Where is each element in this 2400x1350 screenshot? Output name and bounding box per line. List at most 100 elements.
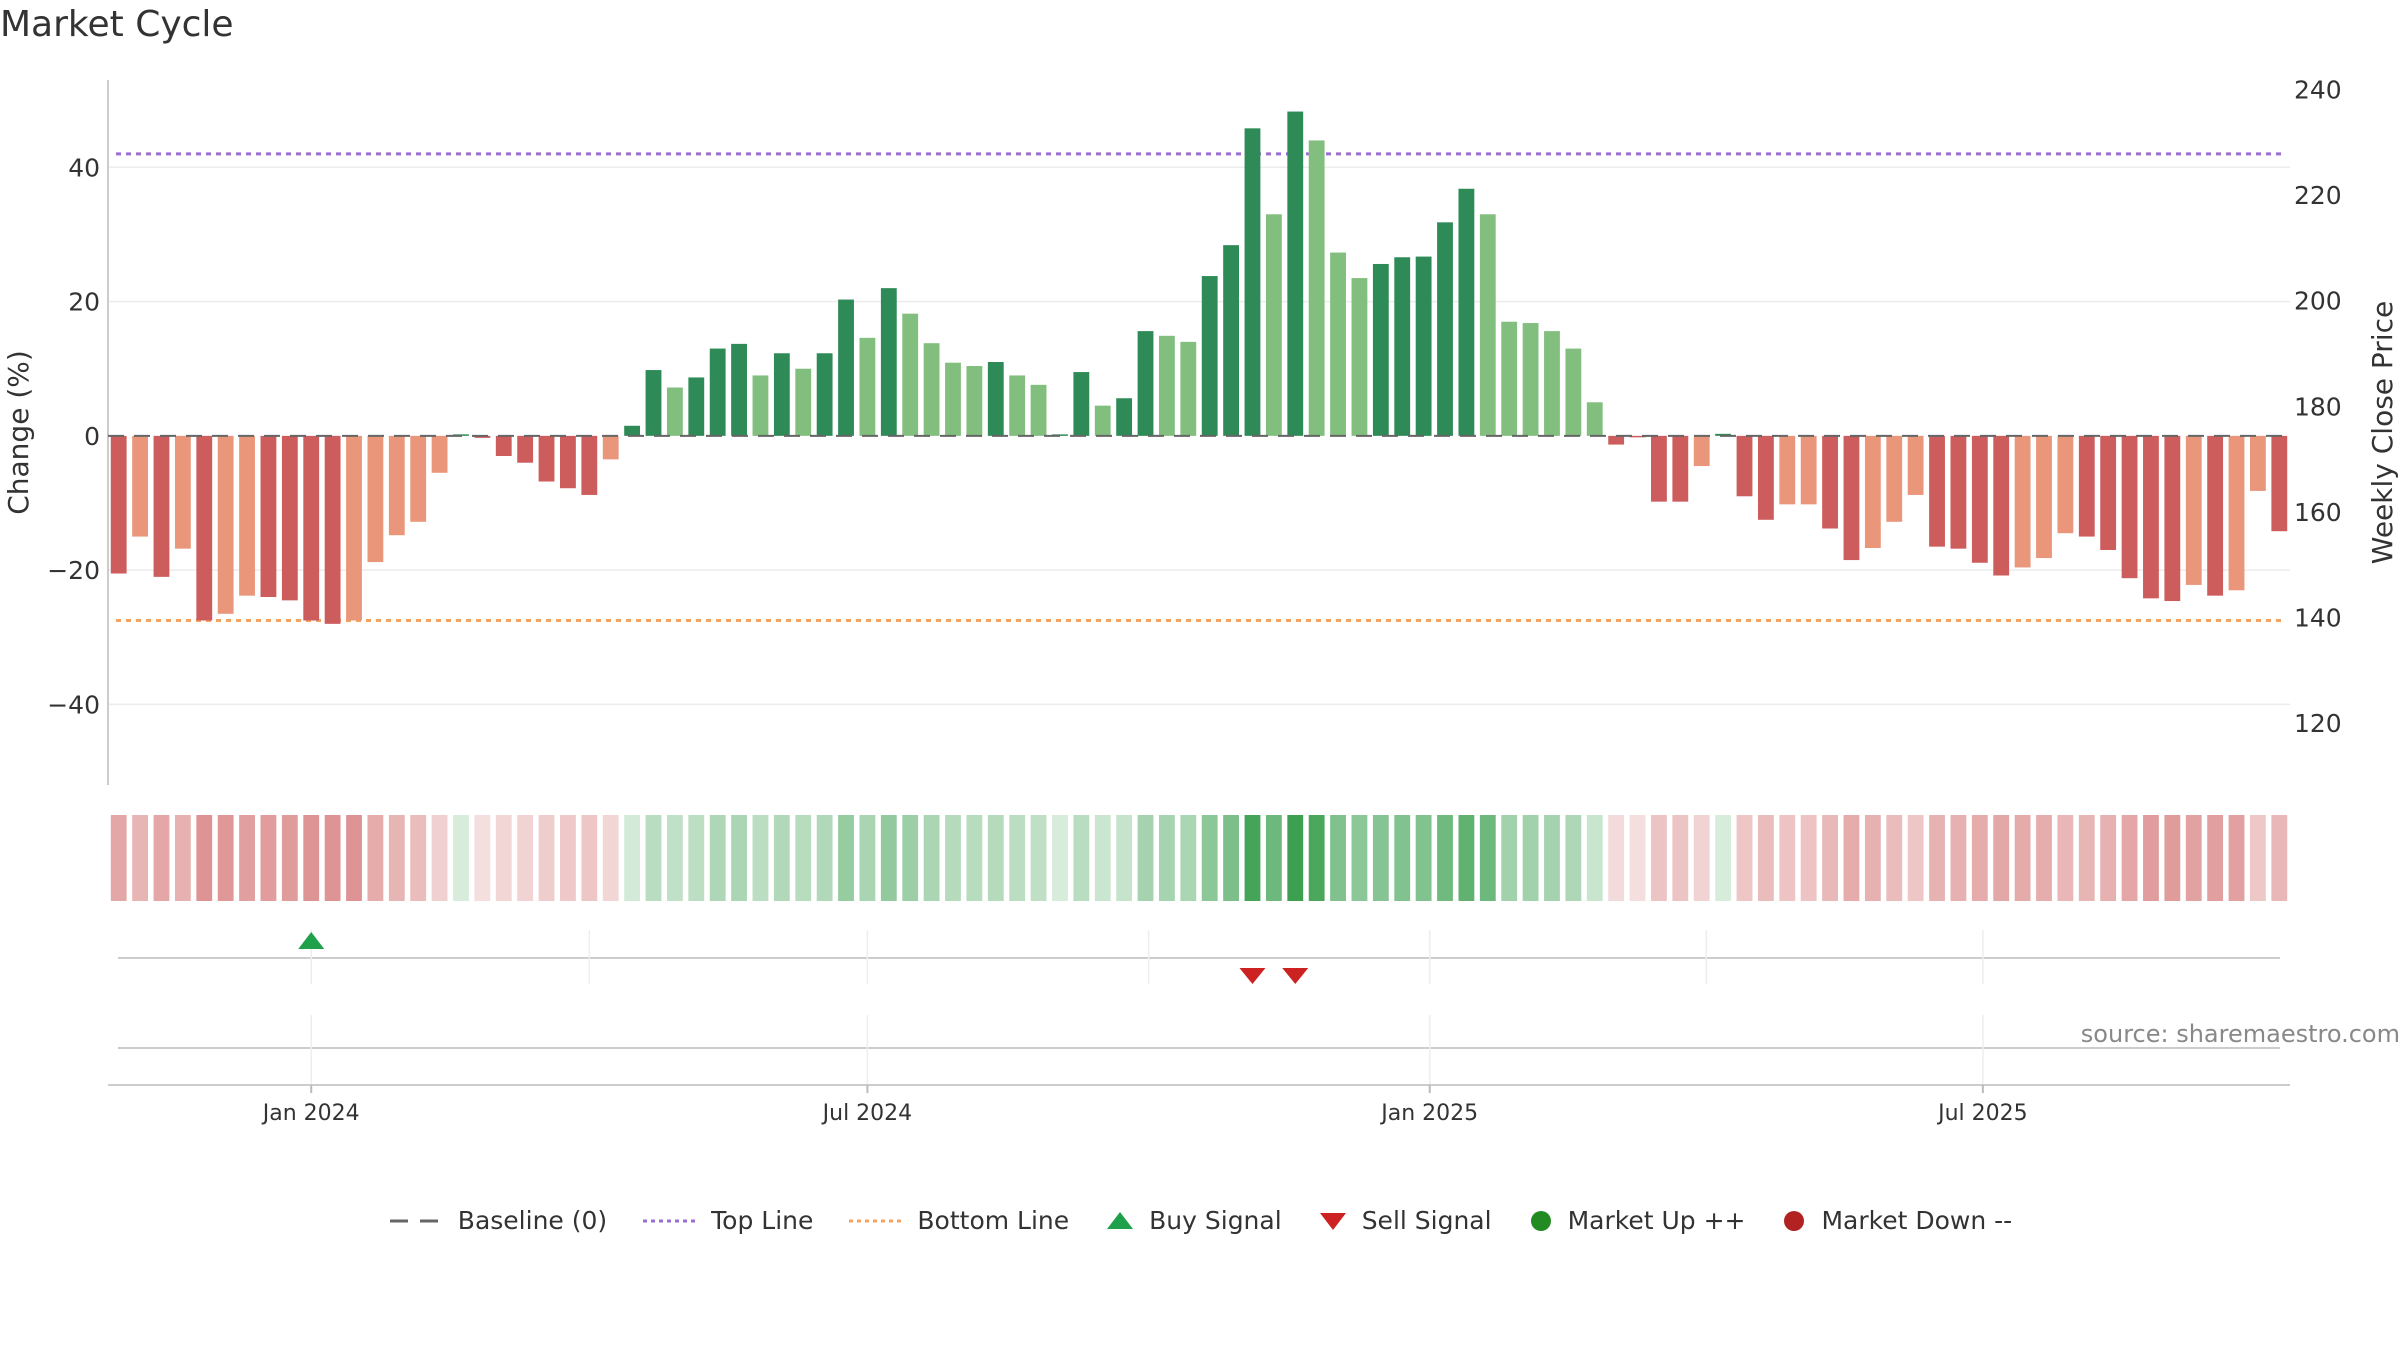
heat-cell-62: [1437, 815, 1453, 901]
heat-cell-30: [752, 815, 769, 901]
legend-item-market-down: Market Down --: [1779, 1206, 2012, 1235]
bar-56: [1308, 140, 1325, 436]
bar-22: [581, 435, 598, 495]
heat-cell-70: [1608, 815, 1625, 901]
bar-98: [2207, 435, 2224, 596]
heat-cell-0: [110, 815, 127, 901]
market-down-dot-icon: [1784, 1210, 1805, 1231]
heat-cell-15: [431, 815, 448, 901]
heat-cell-12: [367, 815, 384, 901]
bar-67: [1544, 331, 1560, 436]
legend-item-baseline: Baseline (0): [388, 1206, 607, 1235]
heat-cell-75: [1715, 815, 1732, 901]
market-up-dot-icon: [1530, 1210, 1551, 1231]
bar-77: [1757, 435, 1774, 520]
legend-label-sell-signal: Sell Signal: [1361, 1206, 1492, 1235]
bar-81: [1843, 435, 1860, 561]
bar-62: [1437, 222, 1453, 436]
legend-item-market-up: Market Up ++: [1526, 1206, 1746, 1235]
bar-4: [196, 435, 213, 621]
legend-item-bottom-line: Bottom Line: [847, 1206, 1069, 1235]
bar-7: [260, 435, 277, 597]
y2-tick-label: 160: [2294, 498, 2342, 527]
legend-label-market-up: Market Up ++: [1567, 1206, 1746, 1235]
bar-25: [645, 370, 662, 436]
bar-80: [1822, 435, 1838, 529]
legend-item-top-line: Top Line: [641, 1206, 813, 1235]
bar-26: [666, 387, 683, 436]
bar-15: [431, 435, 448, 473]
heat-cell-6: [239, 815, 255, 901]
bar-69: [1586, 402, 1603, 436]
legend-label-buy-signal: Buy Signal: [1149, 1206, 1282, 1235]
source-credit: source: sharemaestro.com: [2080, 1020, 2400, 1048]
bar-95: [2143, 435, 2159, 599]
heat-cell-57: [1330, 815, 1346, 901]
bar-101: [2271, 435, 2288, 532]
heat-cell-95: [2143, 815, 2159, 901]
heat-cell-88: [1993, 815, 2010, 901]
heat-cell-10: [324, 815, 341, 901]
bar-87: [1971, 435, 1988, 563]
heat-cell-32: [795, 815, 812, 901]
bar-43: [1030, 384, 1047, 436]
heat-cell-14: [410, 815, 427, 901]
heat-cell-25: [645, 815, 662, 901]
y-tick-label: −40: [47, 690, 100, 719]
bar-0: [110, 435, 127, 574]
y2-tick-label: 140: [2294, 604, 2342, 633]
y-tick-label: 20: [68, 288, 100, 317]
bar-11: [346, 435, 362, 621]
heat-cell-87: [1971, 815, 1988, 901]
heat-cell-79: [1800, 815, 1817, 901]
heat-cell-49: [1158, 815, 1175, 901]
heat-cell-39: [945, 815, 961, 901]
heat-cell-17: [474, 815, 491, 901]
heat-cell-77: [1757, 815, 1774, 901]
bar-23: [602, 435, 619, 460]
heat-cell-76: [1736, 815, 1753, 901]
heat-cell-16: [453, 815, 469, 901]
chart-title: Market Cycle: [0, 4, 234, 45]
heat-cell-83: [1886, 815, 1903, 901]
heat-cell-23: [602, 815, 619, 901]
y-tick-label: −20: [47, 556, 100, 585]
bar-58: [1351, 278, 1368, 436]
bar-40: [966, 366, 983, 436]
bar-51: [1201, 276, 1218, 436]
heat-cell-96: [2164, 815, 2181, 901]
heat-cell-85: [1929, 815, 1945, 901]
bar-17: [474, 435, 491, 438]
heat-cell-47: [1116, 815, 1133, 901]
heat-cell-59: [1372, 815, 1389, 901]
bar-88: [1993, 435, 2010, 576]
heat-cell-36: [880, 815, 897, 901]
bar-73: [1672, 435, 1689, 502]
bar-55: [1287, 111, 1304, 436]
heat-cell-20: [538, 815, 555, 901]
heat-cell-91: [2057, 815, 2074, 901]
bar-79: [1800, 435, 1817, 505]
bar-96: [2164, 435, 2181, 602]
x-tick-label-3: Jul 2025: [1936, 1101, 2028, 1126]
sell-triangle-icon: [1319, 1212, 1346, 1230]
bar-91: [2057, 435, 2074, 534]
bar-3: [174, 435, 191, 549]
x-tick-label-0: Jan 2024: [261, 1101, 360, 1126]
heat-cell-55: [1287, 815, 1304, 901]
heat-cell-46: [1094, 815, 1111, 901]
sell-signal-1: [1282, 968, 1309, 984]
heat-cell-31: [773, 815, 790, 901]
heat-cell-3: [174, 815, 191, 901]
bar-76: [1736, 435, 1753, 497]
heat-cell-86: [1950, 815, 1967, 901]
y2-tick-label: 200: [2294, 287, 2342, 316]
heat-cell-11: [346, 815, 362, 901]
bar-84: [1907, 435, 1924, 495]
bar-52: [1223, 245, 1240, 436]
heat-cell-68: [1565, 815, 1582, 901]
heat-cell-67: [1544, 815, 1560, 901]
bar-75: [1715, 433, 1732, 436]
heat-cell-90: [2036, 815, 2052, 901]
heat-cell-60: [1394, 815, 1411, 901]
